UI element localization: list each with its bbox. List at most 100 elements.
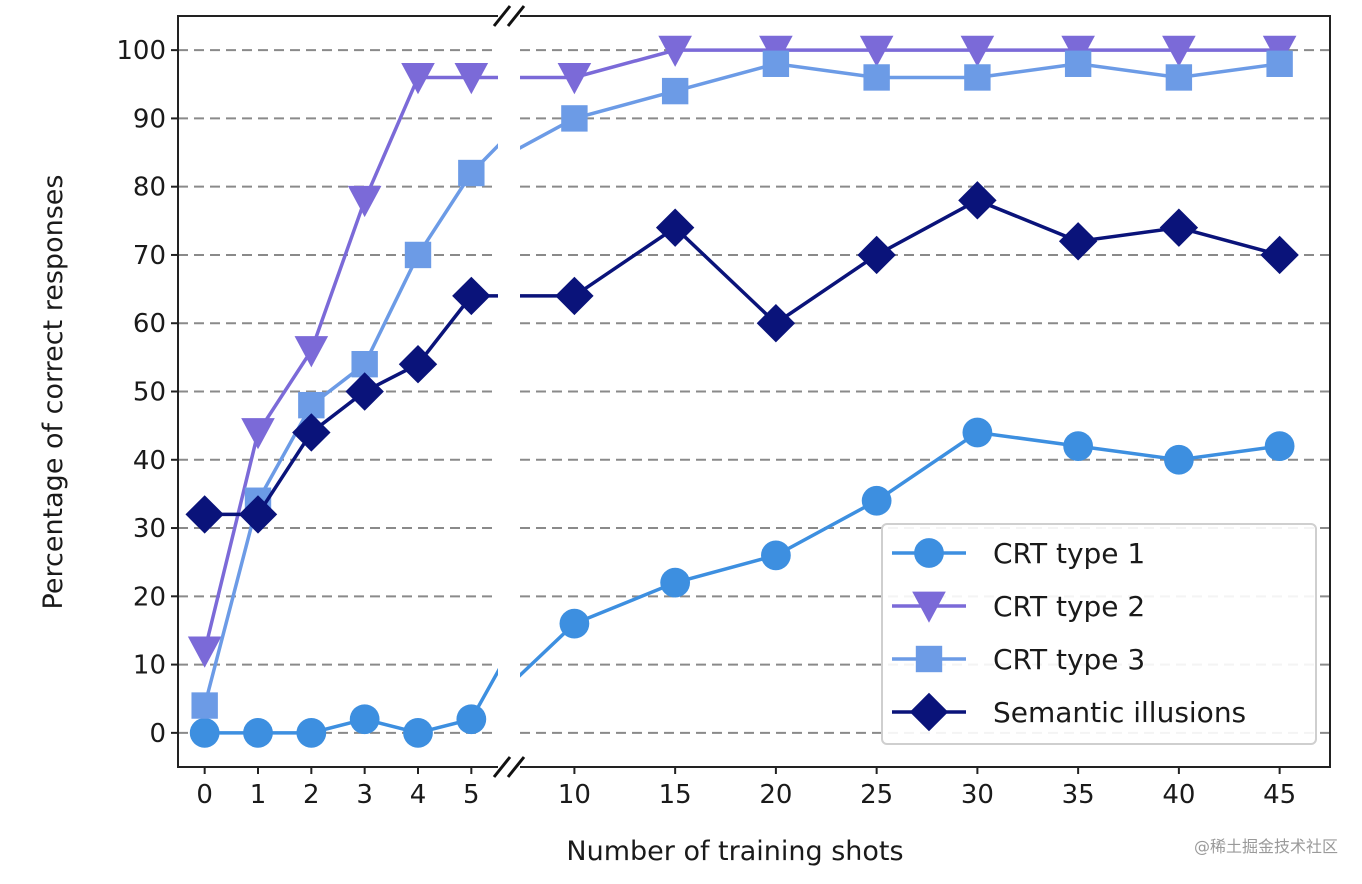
triangle-marker [658,35,692,67]
triangle-marker [294,336,329,368]
triangle-marker [187,636,222,668]
legend-label: CRT type 3 [993,643,1145,676]
circle-marker [723,418,753,448]
right-axes-frame [520,15,1331,768]
series-line [204,667,498,735]
circle-marker [559,608,590,639]
x-tick-label: 40 [1162,780,1195,810]
legend-entry: CRT type 2 [892,590,1145,623]
circle-marker [456,704,487,735]
diamond-marker [394,413,432,451]
diamond-marker [238,495,278,534]
square-marker [561,105,588,132]
diamond-marker [398,344,438,384]
diamond-marker [655,208,695,247]
y-tick-label: 100 [116,36,166,66]
x-tick-label: 0 [196,780,213,810]
series-semantic-illusions [185,208,863,534]
legend-box [881,523,1317,745]
square-marker [380,488,406,514]
circle-marker [883,431,913,461]
triangle-marker [561,36,595,67]
x-tick-label: 25 [860,780,893,810]
x-tick-label: 1 [250,780,267,810]
x-axis-label: Number of training shots [566,836,903,867]
legend-entry: CRT type 1 [892,537,1145,570]
y-tick-label: 90 [133,104,166,134]
x-tick-label: 35 [1062,780,1095,810]
circle-marker [616,540,646,570]
y-tick-label: 10 [133,651,166,681]
x-tick-label: 20 [759,780,792,810]
x-tick-label: 10 [558,780,591,810]
series-line [202,75,498,652]
x-tick-label: 15 [659,780,692,810]
circle-marker [510,609,540,639]
triangle-marker [356,637,390,668]
triangle-marker [241,418,275,450]
square-marker [1165,64,1193,91]
square-marker [863,64,890,91]
diamond-marker [1058,222,1098,261]
circle-marker [670,486,700,516]
diamond-marker [292,413,331,452]
square-marker [1064,50,1092,77]
x-tick-label: 45 [1263,780,1296,810]
legend-label: CRT type 1 [993,537,1145,570]
diamond-marker [1159,208,1199,247]
y-tick-label: 50 [133,378,166,408]
triangle-marker [859,35,894,67]
diamond-marker [825,208,863,246]
circle-marker [296,717,327,748]
right-panel [356,35,1299,678]
watermark: @稀土掘金技术社区 [1194,837,1338,856]
series-line [520,430,1280,678]
x-tick-label: 30 [961,780,994,810]
series-crt-type-1 [189,418,913,748]
square-marker [915,645,943,673]
y-tick-label: 20 [133,582,166,612]
series-line [520,62,1280,150]
legend-entry: CRT type 3 [892,643,1145,676]
legend-label: Semantic illusions [993,696,1246,729]
series-line [520,48,1280,80]
circle-marker [403,717,433,748]
series-crt-type-2 [187,36,595,668]
square-marker [458,159,485,187]
diamond-marker [185,495,224,534]
square-marker [762,50,790,77]
series-lines [185,35,1299,748]
y-tick-label: 0 [149,719,166,749]
circle-marker [243,717,273,748]
x-tick-label: 2 [303,780,320,810]
diamond-marker [756,304,796,343]
triangle-marker [960,35,995,67]
diamond-marker [958,181,997,220]
diamond-marker [555,276,594,316]
square-marker [964,64,991,91]
square-marker [400,392,426,418]
circle-marker [563,568,593,598]
triangle-marker [912,591,946,623]
diamond-marker [452,276,491,316]
grid-lines [178,49,1330,734]
diamond-marker [559,208,597,246]
left-panel [185,36,913,748]
triangle-marker [376,418,410,449]
circle-marker [1063,431,1094,461]
series-crt-type-3 [380,50,1293,514]
triangle-marker [347,185,382,218]
legend: CRT type 1 CRT type 2 CRT type 3 Semantic i… [881,523,1317,745]
series-semantic-illusions [394,181,1299,451]
triangle-marker [557,63,592,95]
triangle-marker [401,63,435,95]
circle-marker [189,717,220,748]
y-axis-label: Percentage of correct responses [38,175,69,610]
x-tick-label: 5 [463,780,480,810]
axis-break-mark [506,756,526,778]
square-marker [191,692,218,719]
series-crt-type-1 [520,417,1295,678]
series-line [520,198,1281,326]
